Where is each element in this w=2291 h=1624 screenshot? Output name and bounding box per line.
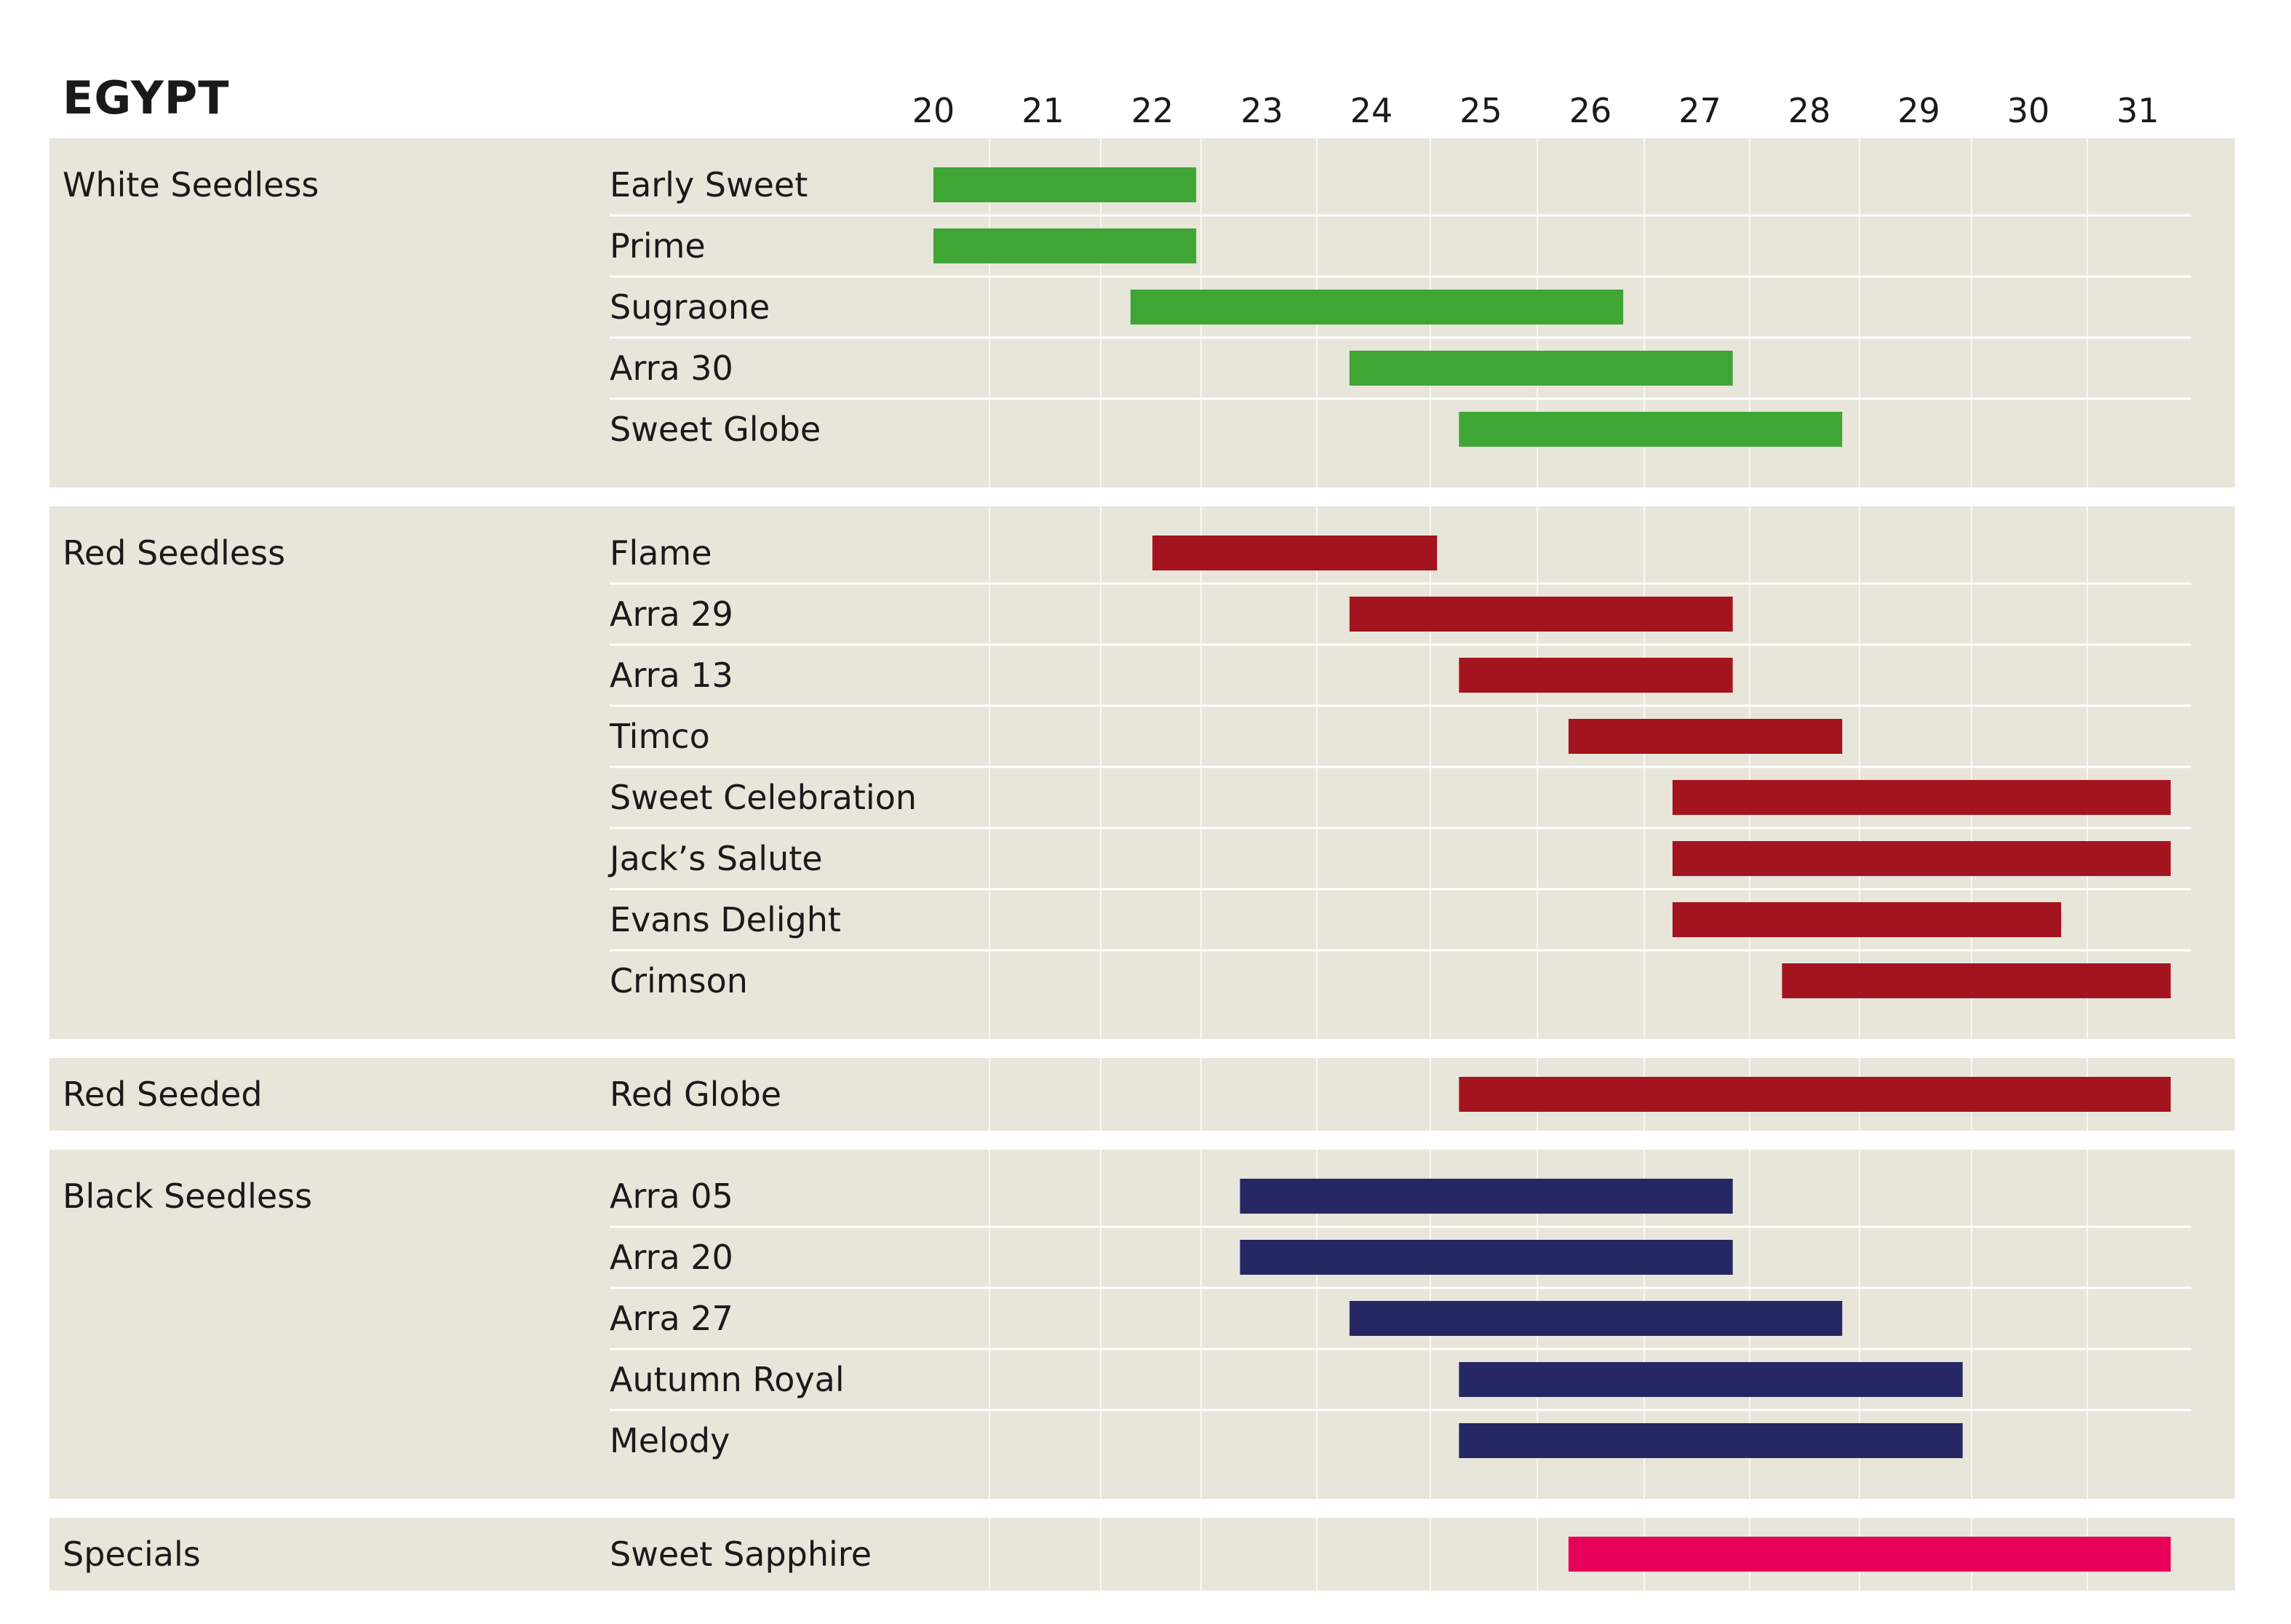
bar-sweet-globe bbox=[1459, 412, 1843, 447]
chart-title: EGYPT bbox=[63, 71, 230, 124]
group-black-seedless: Arra 05 Arra 20 Arra 27 Autumn Royal Melody B… bbox=[49, 1150, 2235, 1499]
item-label: Arra 27 bbox=[610, 1299, 733, 1338]
x-tick-label: 30 bbox=[2007, 91, 2050, 130]
item-label: Arra 30 bbox=[610, 349, 733, 388]
bar-arra-20 bbox=[1240, 1240, 1733, 1275]
item-label: Melody bbox=[610, 1421, 730, 1460]
x-tick-label: 26 bbox=[1569, 91, 1612, 130]
bar-timco bbox=[1568, 719, 1843, 754]
item-label: Sweet Celebration bbox=[610, 778, 917, 817]
bar-crimson bbox=[1782, 963, 2171, 998]
item-label: Arra 05 bbox=[610, 1177, 733, 1216]
bar-evans-delight bbox=[1672, 902, 2062, 937]
item-label: Arra 13 bbox=[610, 656, 733, 695]
bar-sugraone bbox=[1130, 290, 1624, 325]
x-tick-label: 24 bbox=[1350, 91, 1393, 130]
x-tick-label: 29 bbox=[1897, 91, 1940, 130]
bar-red-globe bbox=[1459, 1077, 2171, 1112]
bar-arra-13 bbox=[1459, 658, 1733, 693]
group-red-seeded: Red Globe Red Seeded bbox=[49, 1058, 2235, 1131]
item-label: Arra 29 bbox=[610, 594, 733, 634]
bar-prime bbox=[933, 228, 1197, 263]
bar-sweet-sapphire bbox=[1568, 1537, 2171, 1572]
item-label: Jack’s Salute bbox=[607, 839, 823, 878]
group-red-seedless: Flame Arra 29 Arra 13 Timco Sweet Celebratio… bbox=[49, 506, 2235, 1039]
x-tick-label: 22 bbox=[1131, 91, 1174, 130]
group-label: Specials bbox=[63, 1535, 201, 1574]
item-label: Evans Delight bbox=[610, 900, 841, 939]
item-label: Autumn Royal bbox=[610, 1360, 845, 1399]
item-label: Crimson bbox=[610, 961, 748, 1000]
x-tick-label: 27 bbox=[1678, 91, 1721, 130]
x-tick-label: 20 bbox=[912, 91, 955, 130]
bar-arra-29 bbox=[1349, 597, 1733, 632]
x-tick-label: 21 bbox=[1021, 91, 1064, 130]
x-tick-label: 23 bbox=[1240, 91, 1283, 130]
item-label: Timco bbox=[609, 717, 710, 756]
item-label: Early Sweet bbox=[610, 165, 808, 204]
bar-early-sweet bbox=[933, 167, 1197, 202]
x-tick-label: 31 bbox=[2116, 91, 2159, 130]
bar-flame bbox=[1152, 536, 1438, 570]
bar-arra-30 bbox=[1349, 351, 1733, 386]
x-tick-label: 28 bbox=[1788, 91, 1831, 130]
item-label: Sugraone bbox=[610, 287, 770, 327]
group-label: White Seedless bbox=[63, 165, 319, 204]
group-label: Red Seeded bbox=[63, 1075, 263, 1114]
x-tick-label: 25 bbox=[1459, 91, 1502, 130]
bar-autumn-royal bbox=[1459, 1362, 1963, 1397]
item-label: Arra 20 bbox=[610, 1238, 733, 1277]
item-label: Prime bbox=[610, 226, 706, 266]
item-label: Sweet Sapphire bbox=[610, 1535, 872, 1574]
bar-arra-27 bbox=[1349, 1301, 1843, 1336]
item-label: Red Globe bbox=[610, 1075, 781, 1114]
bar-melody bbox=[1459, 1423, 1963, 1458]
group-label: Black Seedless bbox=[63, 1177, 312, 1216]
bar-arra-05 bbox=[1240, 1179, 1733, 1214]
bar-jack-s-salute bbox=[1672, 841, 2171, 876]
group-label: Red Seedless bbox=[63, 533, 285, 573]
group-white-seedless: Early Sweet Prime Sugraone Arra 30 Sweet Glo… bbox=[49, 138, 2235, 487]
group-specials: Sweet Sapphire Specials bbox=[49, 1518, 2235, 1591]
bar-sweet-celebration bbox=[1672, 780, 2171, 815]
group-panel bbox=[49, 506, 2235, 1039]
item-label: Sweet Globe bbox=[610, 410, 821, 449]
item-label: Flame bbox=[610, 533, 712, 573]
